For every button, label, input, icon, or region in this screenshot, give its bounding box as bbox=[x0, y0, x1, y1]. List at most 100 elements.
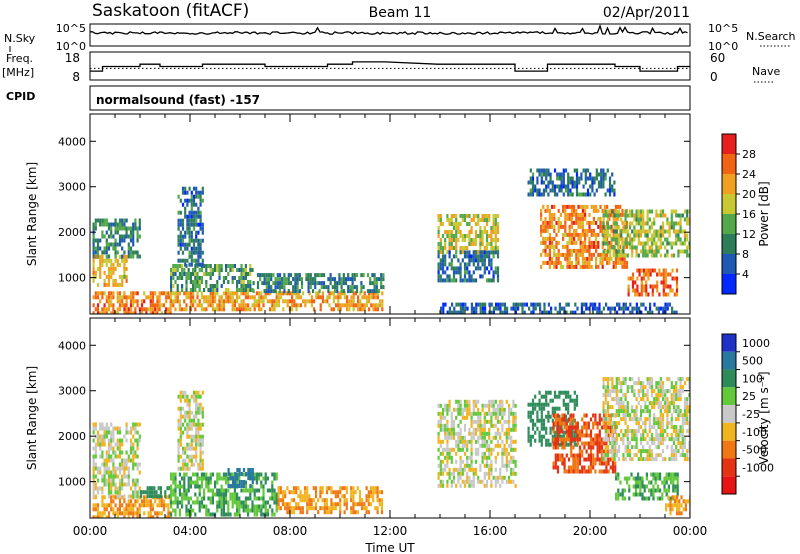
data-cell bbox=[596, 433, 599, 438]
data-cell bbox=[196, 480, 199, 485]
data-cell bbox=[181, 484, 184, 489]
data-cell bbox=[602, 229, 605, 234]
data-cell bbox=[544, 220, 547, 225]
data-cell bbox=[581, 429, 584, 434]
data-cell bbox=[114, 474, 117, 479]
data-cell bbox=[303, 486, 307, 491]
data-cell bbox=[597, 264, 600, 269]
data-cell bbox=[599, 256, 602, 261]
data-cell bbox=[514, 483, 517, 488]
data-cell bbox=[194, 472, 197, 477]
data-cell bbox=[209, 268, 212, 272]
data-cell bbox=[588, 220, 591, 225]
data-cell bbox=[352, 307, 355, 312]
data-cell bbox=[220, 500, 223, 505]
data-cell bbox=[366, 273, 370, 278]
data-cell bbox=[466, 262, 469, 267]
freq-label-line1: Freq. bbox=[6, 52, 33, 65]
data-cell bbox=[127, 242, 130, 247]
data-cell bbox=[354, 510, 357, 515]
data-cell bbox=[330, 506, 333, 511]
data-cell bbox=[517, 306, 520, 311]
data-cell bbox=[151, 299, 155, 304]
data-cell bbox=[446, 218, 449, 222]
data-cell bbox=[577, 256, 580, 261]
data-cell bbox=[589, 441, 593, 446]
data-cell bbox=[595, 172, 598, 177]
data-cell bbox=[472, 427, 475, 432]
data-cell bbox=[105, 295, 108, 300]
data-cell bbox=[553, 212, 556, 217]
data-cell bbox=[216, 472, 219, 477]
data-cell bbox=[251, 508, 254, 513]
data-cell bbox=[540, 212, 543, 217]
data-cell bbox=[183, 488, 186, 493]
data-cell bbox=[229, 264, 232, 268]
data-cell bbox=[545, 390, 548, 395]
data-cell bbox=[461, 407, 464, 412]
data-cell bbox=[556, 465, 560, 470]
data-cell bbox=[613, 225, 616, 230]
data-cell bbox=[488, 451, 491, 456]
data-cell bbox=[481, 238, 484, 242]
data-cell bbox=[444, 403, 447, 408]
data-cell bbox=[584, 240, 587, 245]
data-cell bbox=[609, 449, 612, 454]
data-cell bbox=[199, 198, 202, 203]
data-cell bbox=[553, 406, 557, 411]
data-cell bbox=[129, 307, 133, 312]
data-cell bbox=[557, 240, 560, 245]
data-cell bbox=[683, 237, 687, 242]
data-cell bbox=[531, 188, 535, 193]
data-cell bbox=[138, 507, 141, 512]
data-cell bbox=[672, 241, 676, 246]
data-cell bbox=[599, 220, 602, 225]
data-cell bbox=[172, 488, 175, 493]
data-cell bbox=[586, 220, 589, 225]
data-cell bbox=[588, 252, 591, 257]
data-cell bbox=[134, 218, 137, 223]
data-cell bbox=[136, 430, 139, 435]
data-cell bbox=[485, 222, 489, 226]
data-cell bbox=[602, 417, 605, 422]
data-cell bbox=[311, 281, 315, 286]
freq-tick-top: 18 bbox=[65, 51, 80, 65]
data-cell bbox=[265, 273, 268, 278]
data-cell bbox=[565, 429, 568, 434]
data-cell bbox=[170, 291, 173, 296]
data-cell bbox=[477, 435, 480, 440]
data-cell bbox=[466, 270, 469, 275]
data-cell bbox=[190, 438, 193, 443]
data-cell bbox=[670, 221, 673, 226]
data-cell bbox=[156, 299, 159, 304]
data-cell bbox=[479, 427, 482, 432]
data-cell bbox=[92, 242, 95, 247]
data-cell bbox=[490, 238, 493, 242]
data-cell bbox=[455, 230, 458, 234]
data-cell bbox=[573, 248, 576, 253]
data-cell bbox=[242, 504, 245, 509]
data-cell bbox=[134, 462, 137, 467]
data-cell bbox=[292, 506, 296, 511]
data-cell bbox=[275, 303, 278, 308]
data-cell bbox=[488, 427, 491, 432]
data-cell bbox=[129, 511, 133, 516]
data-cell bbox=[292, 289, 295, 294]
data-cell bbox=[620, 249, 623, 254]
scatter-region bbox=[627, 268, 679, 297]
data-cell bbox=[105, 246, 108, 251]
data-cell bbox=[195, 434, 198, 439]
data-cell bbox=[626, 429, 629, 434]
data-cell bbox=[492, 214, 495, 218]
data-cell bbox=[479, 218, 482, 222]
data-cell bbox=[188, 218, 191, 223]
data-cell bbox=[474, 471, 478, 476]
data-cell bbox=[540, 176, 543, 181]
data-cell bbox=[286, 303, 289, 308]
data-cell bbox=[255, 480, 258, 485]
data-cell bbox=[101, 478, 104, 483]
data-cell bbox=[290, 490, 293, 495]
data-cell bbox=[156, 307, 159, 312]
data-cell bbox=[570, 437, 573, 442]
data-cell bbox=[470, 278, 473, 283]
